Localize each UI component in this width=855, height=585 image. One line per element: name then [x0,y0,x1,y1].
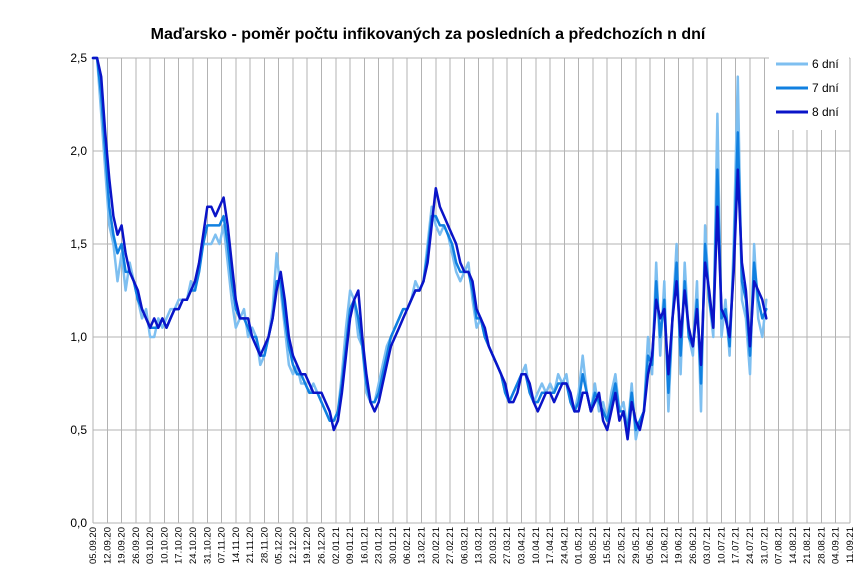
x-tick-label: 24.04.21 [559,527,570,564]
x-tick-label: 24.07.21 [745,527,756,564]
x-tick-label: 14.08.21 [788,527,799,564]
x-tick-label: 21.08.21 [802,527,813,564]
x-tick-label: 23.01.21 [374,527,385,564]
x-tick-label: 12.12.20 [288,527,299,564]
x-tick-label: 14.11.20 [231,527,242,563]
y-axis-ticks: 0,0 0,5 1,0 1,5 2,0 2,5 [70,51,87,530]
x-tick-label: 05.09.20 [88,527,99,564]
x-tick-label: 26.12.20 [317,527,328,564]
x-tick-label: 21.11.20 [245,527,256,563]
x-tick-label: 27.03.21 [502,527,513,564]
x-tick-label: 26.09.20 [131,527,142,564]
x-tick-label: 28.11.20 [259,527,270,563]
x-tick-label: 24.10.20 [188,527,199,564]
x-tick-label: 07.11.20 [217,527,228,563]
x-tick-label: 10.10.20 [159,527,170,564]
x-tick-label: 11.09.21 [845,527,855,563]
x-tick-label: 03.04.21 [516,527,527,564]
x-tick-label: 12.09.20 [102,527,113,564]
y-tick-label: 0,0 [70,516,87,530]
legend-box [769,54,849,130]
x-tick-label: 31.07.21 [759,527,770,564]
x-tick-label: 01.05.21 [574,527,585,564]
x-tick-label: 20.02.21 [431,527,442,564]
x-tick-label: 13.02.21 [417,527,428,564]
x-tick-label: 27.02.21 [445,527,456,564]
legend-label: 8 dní [812,105,839,119]
x-tick-label: 07.08.21 [774,527,785,564]
x-tick-label: 13.03.21 [474,527,485,564]
x-tick-label: 31.10.20 [202,527,213,564]
x-tick-label: 17.10.20 [174,527,185,564]
x-tick-label: 19.06.21 [674,527,685,564]
x-tick-label: 28.08.21 [816,527,827,564]
x-tick-label: 08.05.21 [588,527,599,564]
x-tick-label: 20.03.21 [488,527,499,564]
series-line-3 [91,56,768,441]
x-tick-label: 05.06.21 [645,527,656,564]
x-tick-label: 26.06.21 [688,527,699,564]
x-tick-label: 19.12.20 [302,527,313,564]
x-tick-label: 16.01.21 [359,527,370,564]
x-tick-label: 12.06.21 [659,527,670,564]
x-tick-label: 17.07.21 [731,527,742,564]
legend: 6 dní 7 dní 8 dní [769,54,849,130]
x-tick-label: 09.01.21 [345,527,356,564]
x-tick-label: 29.05.21 [631,527,642,564]
x-tick-label: 03.10.20 [145,527,156,564]
x-tick-label: 06.02.21 [402,527,413,564]
y-tick-label: 0,5 [70,423,87,437]
x-tick-label: 19.09.20 [117,527,128,564]
x-tick-label: 30.01.21 [388,527,399,564]
chart-title: Maďarsko - poměr počtu infikovaných za p… [151,26,706,43]
y-tick-label: 2,5 [70,51,87,65]
legend-label: 7 dní [812,81,839,95]
x-axis-ticks: 05.09.20 12.09.20 19.09.20 26.09.20 03.10.20… [88,527,855,564]
legend-label: 6 dní [812,57,839,71]
x-tick-label: 10.07.21 [716,527,727,564]
x-tick-label: 06.03.21 [459,527,470,564]
x-tick-label: 22.05.21 [616,527,627,564]
x-tick-label: 02.01.21 [331,527,342,564]
x-tick-label: 15.05.21 [602,527,613,564]
x-tick-label: 17.04.21 [545,527,556,564]
grid [92,57,851,524]
series-lines [91,56,768,441]
x-tick-label: 04.09.21 [831,527,842,564]
y-tick-label: 2,0 [70,144,87,158]
y-tick-label: 1,0 [70,330,87,344]
y-tick-label: 1,5 [70,237,87,251]
x-tick-label: 03.07.21 [702,527,713,564]
x-tick-label: 10.04.21 [531,527,542,564]
x-tick-label: 05.12.20 [274,527,285,564]
